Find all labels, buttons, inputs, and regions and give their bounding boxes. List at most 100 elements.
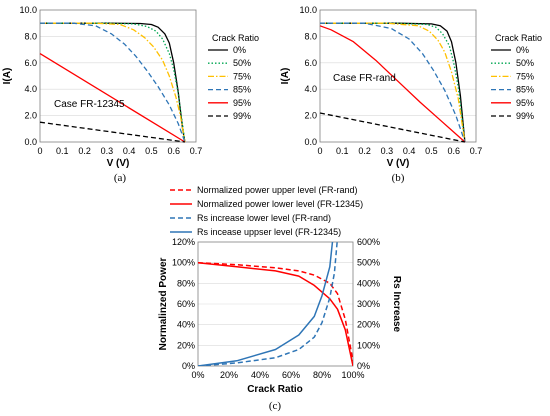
y-tick-label-c: 20% xyxy=(177,340,195,350)
y-tick-label-b: 0.0 xyxy=(304,137,317,147)
y-axis-label-b: I(A) xyxy=(280,68,291,85)
x-tick-label-c: 100% xyxy=(341,370,364,380)
y-tick-label-b: 8.0 xyxy=(304,31,317,41)
panel-label-b: (b) xyxy=(392,172,405,184)
y-axis-label-a: I(A) xyxy=(2,68,13,85)
y-tick-label-b: 2.0 xyxy=(304,111,317,121)
y2-tick-label-c: 300% xyxy=(357,299,380,309)
x-tick-label-c: 0% xyxy=(191,370,204,380)
legend-entry-a: 99% xyxy=(233,111,251,121)
x-tick-label-b: 0.2 xyxy=(358,146,371,156)
y-tick-label-a: 2.0 xyxy=(24,111,37,121)
x-tick-label-b: 0 xyxy=(317,146,322,156)
legend-a: 0% 50% 75% 85% 95% 99% xyxy=(208,45,251,121)
series-line-a-0 xyxy=(40,22,186,143)
y2-tick-label-c: 0% xyxy=(357,361,370,371)
x-tick-label-b: 0.4 xyxy=(403,146,416,156)
legend-title-a: Crack Ratio xyxy=(212,33,259,43)
y2-tick-label-c: 100% xyxy=(357,340,380,350)
y2-tick-label-c: 400% xyxy=(357,278,380,288)
legend-entry-a: 0% xyxy=(233,45,246,55)
y-tick-label-c: 80% xyxy=(177,278,195,288)
x-tick-label-b: 0.6 xyxy=(447,146,460,156)
legend-c: Normalized power upper level (FR-rand) No… xyxy=(170,185,363,237)
legend-entry-c: Rs incease uppser level (FR-12345) xyxy=(197,227,341,237)
legend-entry-b: 95% xyxy=(516,98,534,108)
legend-entry-a: 75% xyxy=(233,71,251,81)
x-tick-label-c: 60% xyxy=(282,370,300,380)
series-line-b-0 xyxy=(320,22,466,143)
legend-b: 0% 50% 75% 85% 95% 99% xyxy=(491,45,534,121)
y2-tick-label-c: 600% xyxy=(357,237,380,247)
series-line-a-5 xyxy=(39,121,185,143)
series-line-b-5 xyxy=(319,112,466,143)
y-tick-label-a: 4.0 xyxy=(24,84,37,94)
legend-entry-b: 0% xyxy=(516,45,529,55)
y-tick-label-c: 0% xyxy=(182,361,195,371)
legend-entry-a: 95% xyxy=(233,98,251,108)
y-tick-label-a: 10.0 xyxy=(19,5,37,15)
legend-entry-a: 50% xyxy=(233,58,251,68)
y-tick-label-c: 40% xyxy=(177,320,195,330)
series-line-a-2 xyxy=(40,22,186,143)
legend-entry-b: 50% xyxy=(516,58,534,68)
y2-axis-label-c: Rs Increase xyxy=(391,276,402,333)
panel-label-a: (a) xyxy=(114,172,127,184)
legend-entry-b: 85% xyxy=(516,85,534,95)
legend-title-b: Crack Ratio xyxy=(495,33,542,43)
series-line-b-1 xyxy=(320,22,466,143)
y-tick-label-c: 120% xyxy=(172,237,195,247)
y-tick-label-a: 0.0 xyxy=(24,137,37,147)
x-tick-label-c: 80% xyxy=(313,370,331,380)
legend-entry-b: 99% xyxy=(516,111,534,121)
legend-entry-b: 75% xyxy=(516,71,534,81)
series-line-b-4 xyxy=(319,25,466,143)
x-axis-label-b: V (V) xyxy=(387,158,410,169)
y-tick-label-c: 100% xyxy=(172,258,195,268)
y-tick-label-c: 60% xyxy=(177,299,195,309)
x-tick-label-b: 0.7 xyxy=(470,146,483,156)
panel-label-c: (c) xyxy=(269,400,282,412)
series-line-c-3 xyxy=(198,242,334,366)
annotation-b: Case FR-rand xyxy=(333,73,396,84)
x-tick-label-c: 20% xyxy=(220,370,238,380)
y2-tick-label-c: 500% xyxy=(357,258,380,268)
x-tick-label-a: 0.4 xyxy=(123,146,136,156)
series-line-a-4 xyxy=(39,53,186,143)
series-line-c-1 xyxy=(198,261,353,366)
legend-entry-a: 85% xyxy=(233,85,251,95)
series-line-b-2 xyxy=(320,22,466,143)
x-tick-label-b: 0.5 xyxy=(425,146,438,156)
y2-tick-label-c: 200% xyxy=(357,320,380,330)
series-line-a-3 xyxy=(40,22,186,143)
chart-c: Normalized power upper level (FR-rand) No… xyxy=(158,185,402,412)
legend-entry-c: Normalized power lower level (FR-12345) xyxy=(197,199,363,209)
y-tick-label-b: 4.0 xyxy=(304,84,317,94)
x-tick-label-a: 0.5 xyxy=(145,146,158,156)
chart-b: 0.0 2.0 4.0 6.0 8.0 10.0 0 0.1 0.2 0.3 0.4 0.5 0.6 0… xyxy=(280,5,542,184)
series-line-c-2 xyxy=(198,242,338,366)
y-tick-label-a: 6.0 xyxy=(24,58,37,68)
y-axis-label-c: Normalinzed Power xyxy=(158,258,169,351)
y-tick-label-b: 6.0 xyxy=(304,58,317,68)
x-axis-label-a: V (V) xyxy=(107,158,130,169)
annotation-a: Case FR-12345 xyxy=(54,99,125,110)
series-line-b-3 xyxy=(320,22,466,143)
plot-area-a xyxy=(39,9,197,143)
series-line-a-1 xyxy=(40,22,186,143)
y-tick-label-a: 8.0 xyxy=(24,31,37,41)
plot-area-b xyxy=(319,9,477,143)
x-axis-label-c: Crack Ratio xyxy=(247,384,303,395)
x-tick-label-b: 0.1 xyxy=(336,146,349,156)
x-tick-label-a: 0.7 xyxy=(190,146,203,156)
x-tick-label-c: 40% xyxy=(251,370,269,380)
x-tick-label-a: 0.1 xyxy=(56,146,69,156)
chart-a: 0.0 2.0 4.0 6.0 8.0 10.0 0 0.1 0.2 0.3 0.4 0.5 0.6 0… xyxy=(2,5,259,184)
y-tick-label-b: 10.0 xyxy=(299,5,317,15)
x-tick-label-a: 0.3 xyxy=(101,146,114,156)
x-tick-label-a: 0 xyxy=(37,146,42,156)
x-tick-label-a: 0.2 xyxy=(78,146,91,156)
plot-area-c xyxy=(197,241,354,367)
series-line-c-0 xyxy=(198,261,353,361)
